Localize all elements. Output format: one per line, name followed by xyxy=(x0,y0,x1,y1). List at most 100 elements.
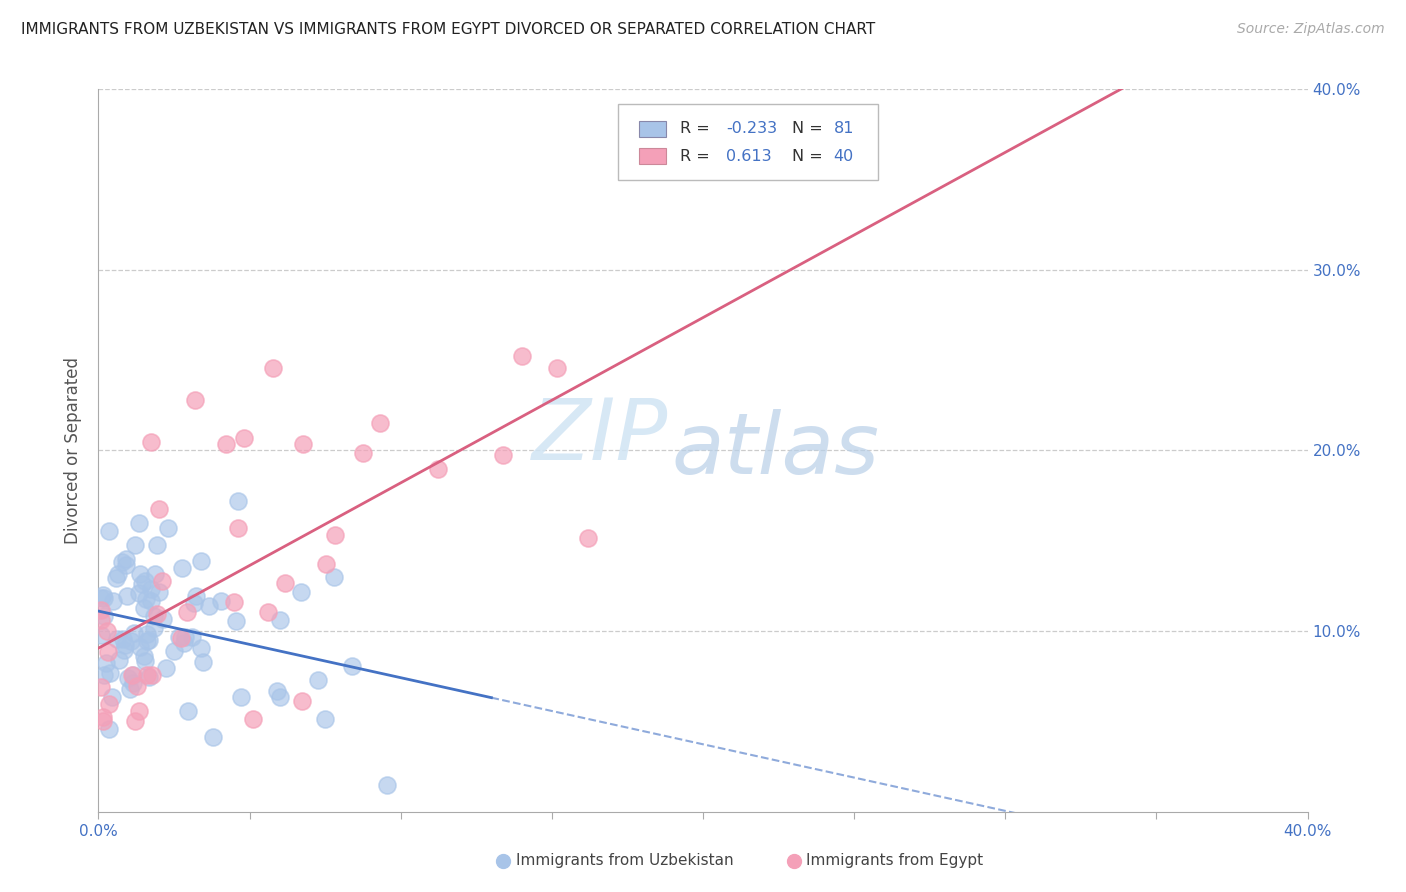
Point xyxy=(111,555,134,569)
Point xyxy=(148,585,170,599)
Point xyxy=(201,730,224,744)
Point xyxy=(117,671,139,685)
Point xyxy=(183,596,205,610)
Point xyxy=(138,669,160,683)
Point xyxy=(211,594,233,608)
Point xyxy=(98,666,121,681)
Point xyxy=(139,582,162,596)
Point xyxy=(368,417,391,431)
Point xyxy=(232,432,254,446)
Point xyxy=(139,594,162,608)
Text: IMMIGRANTS FROM UZBEKISTAN VS IMMIGRANTS FROM EGYPT DIVORCED OR SEPARATED CORREL: IMMIGRANTS FROM UZBEKISTAN VS IMMIGRANTS… xyxy=(21,22,876,37)
Point xyxy=(135,592,157,607)
Point xyxy=(138,632,160,647)
Point xyxy=(103,594,125,608)
Point xyxy=(135,627,157,641)
Text: 81: 81 xyxy=(834,121,853,136)
Point xyxy=(226,521,249,535)
Text: Immigrants from Uzbekistan: Immigrants from Uzbekistan xyxy=(516,854,733,868)
Point xyxy=(546,360,568,375)
Point xyxy=(143,566,166,581)
Text: -0.233: -0.233 xyxy=(725,121,778,136)
Point xyxy=(121,668,143,682)
Point xyxy=(105,632,128,647)
Point xyxy=(269,690,291,705)
Point xyxy=(174,630,197,644)
Point xyxy=(128,567,150,582)
Point xyxy=(184,589,207,603)
Text: R =: R = xyxy=(681,149,714,164)
Point xyxy=(134,574,156,588)
Point xyxy=(352,446,374,460)
Point xyxy=(242,712,264,726)
Point xyxy=(150,574,173,588)
Point xyxy=(169,630,191,644)
Point xyxy=(198,599,221,613)
Point xyxy=(124,538,146,552)
Point xyxy=(112,643,135,657)
Point xyxy=(225,614,247,628)
Point xyxy=(492,448,515,462)
FancyBboxPatch shape xyxy=(619,103,879,179)
Point xyxy=(135,668,157,682)
Point xyxy=(97,645,120,659)
Point xyxy=(427,462,450,476)
Point xyxy=(193,655,215,669)
Point xyxy=(190,640,212,655)
Point xyxy=(155,661,177,675)
Point xyxy=(129,640,152,654)
Point xyxy=(315,557,337,571)
Point xyxy=(269,614,291,628)
Point xyxy=(128,516,150,530)
Point xyxy=(163,644,186,658)
Point xyxy=(125,679,148,693)
Point xyxy=(322,570,344,584)
Point xyxy=(107,653,129,667)
Point xyxy=(180,630,202,644)
Point xyxy=(170,561,193,575)
Point xyxy=(121,668,143,682)
Text: R =: R = xyxy=(681,121,714,136)
Point xyxy=(98,698,121,712)
Point xyxy=(115,589,138,603)
Point xyxy=(274,575,297,590)
Point xyxy=(134,654,156,668)
Point xyxy=(141,667,163,681)
Text: 40: 40 xyxy=(834,149,853,164)
Point xyxy=(96,624,118,638)
Point xyxy=(90,603,112,617)
Point xyxy=(132,600,155,615)
Point xyxy=(291,437,314,451)
Point xyxy=(93,608,115,623)
Point xyxy=(111,632,134,646)
Point xyxy=(90,613,112,627)
Point xyxy=(169,631,191,645)
Point xyxy=(114,638,136,652)
Point xyxy=(143,621,166,635)
Point xyxy=(143,609,166,624)
Point xyxy=(104,571,127,585)
Text: atlas: atlas xyxy=(672,409,880,492)
Point xyxy=(148,501,170,516)
Point xyxy=(375,778,398,792)
Point xyxy=(139,435,162,450)
Point xyxy=(257,605,280,619)
Point xyxy=(128,704,150,718)
Point xyxy=(173,636,195,650)
Point xyxy=(156,521,179,535)
Text: N =: N = xyxy=(793,121,828,136)
Y-axis label: Divorced or Separated: Divorced or Separated xyxy=(65,357,83,544)
Point xyxy=(146,538,169,552)
Text: N =: N = xyxy=(793,149,828,164)
Point xyxy=(90,628,112,642)
Text: 0.613: 0.613 xyxy=(725,149,772,164)
Point xyxy=(132,648,155,663)
Point xyxy=(107,566,129,581)
Point xyxy=(90,681,112,695)
Point xyxy=(510,349,533,363)
Bar xyxy=(638,148,665,164)
Point xyxy=(120,634,142,648)
Point xyxy=(94,656,117,670)
Point xyxy=(215,436,238,450)
Point xyxy=(91,714,114,729)
